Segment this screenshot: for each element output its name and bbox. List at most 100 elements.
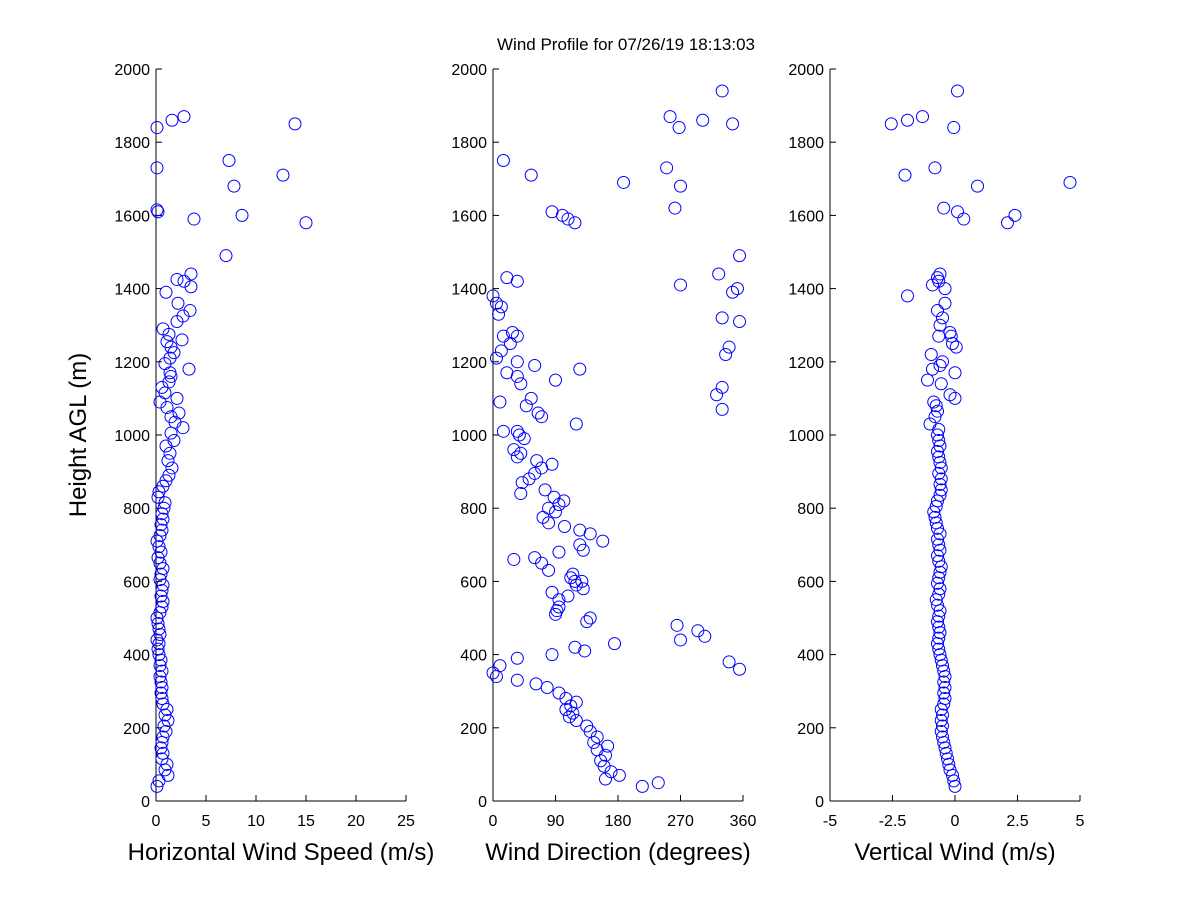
data-point: [938, 692, 952, 706]
data-point: [951, 84, 964, 98]
data-point: [932, 450, 946, 464]
data-point: [519, 399, 533, 413]
data-point: [510, 355, 524, 369]
data-point: [558, 520, 572, 533]
data-point: [486, 289, 500, 303]
data-point: [901, 113, 914, 127]
data-point: [510, 329, 524, 343]
data-point: [1063, 175, 1077, 189]
data-point: [183, 304, 197, 318]
data-point: [934, 724, 948, 738]
y-tick-label: 1000: [788, 428, 824, 445]
data-point: [936, 311, 949, 325]
data-point: [938, 296, 952, 310]
data-point: [933, 582, 947, 596]
data-point: [726, 117, 740, 131]
data-point: [926, 362, 939, 376]
data-point: [951, 205, 964, 219]
data-point: [601, 739, 615, 753]
data-point: [934, 713, 948, 727]
panel-vertical-wind: 0 200 400 600 800 1000 1200 1400 1600 1800 2000 -5 -…: [788, 62, 1084, 866]
y-tick-label: 1800: [451, 135, 487, 152]
data-point: [153, 659, 167, 673]
data-point: [182, 362, 196, 376]
data-point: [1001, 216, 1014, 230]
data-point: [573, 538, 587, 552]
x-tick-label: 0: [152, 813, 161, 830]
data-point: [937, 697, 951, 711]
data-point: [722, 340, 736, 354]
x-tick-label: 15: [297, 813, 315, 830]
data-point: [172, 406, 186, 420]
data-point: [545, 585, 559, 599]
data-point: [152, 622, 166, 636]
data-point: [971, 179, 984, 193]
data-point: [932, 631, 946, 645]
x-tick-label: 10: [247, 813, 265, 830]
data-point: [730, 282, 744, 296]
y-tick-label: 600: [123, 574, 150, 591]
data-point: [153, 529, 167, 543]
data-point: [535, 410, 549, 424]
data-point: [916, 110, 929, 124]
y-tick-label: 0: [815, 794, 824, 811]
data-point: [496, 329, 510, 343]
data-point: [552, 498, 566, 512]
data-point: [177, 274, 191, 288]
data-point: [715, 380, 729, 394]
data-point: [154, 567, 168, 581]
data-point: [549, 505, 562, 519]
data-point: [617, 175, 631, 189]
data-point: [155, 523, 169, 537]
data-point: [155, 752, 169, 766]
data-point: [150, 161, 164, 175]
data-point: [159, 439, 173, 453]
data-point: [175, 333, 189, 347]
y-tick-label: 1400: [114, 282, 150, 299]
data-point: [931, 404, 944, 418]
data-point: [155, 584, 169, 598]
data-point: [733, 315, 747, 329]
x-tick-label: 0: [951, 813, 960, 830]
data-point: [668, 201, 682, 215]
data-point: [150, 121, 164, 135]
data-point: [503, 337, 517, 350]
data-point: [932, 554, 946, 568]
data-point: [674, 633, 687, 647]
y-tick-label: 2000: [451, 62, 487, 79]
data-point: [150, 779, 164, 793]
data-point: [884, 117, 898, 131]
data-point: [672, 121, 686, 135]
data-point: [222, 154, 236, 167]
data-point: [494, 344, 508, 358]
data-point: [507, 443, 521, 457]
data-point: [164, 410, 178, 424]
data-point: [934, 472, 948, 486]
data-point: [514, 487, 528, 501]
data-point: [898, 168, 912, 182]
data-point: [299, 216, 313, 230]
y-tick-label: 800: [797, 501, 824, 518]
data-point: [733, 249, 747, 263]
x-tick-label: 2.5: [1006, 813, 1028, 830]
data-point: [155, 664, 169, 678]
y-tick-label: 1200: [451, 355, 487, 372]
y-tick-label: 1600: [451, 208, 487, 225]
data-point: [931, 271, 944, 285]
data-point: [933, 477, 947, 491]
data-point: [153, 670, 167, 684]
data-point: [165, 113, 179, 127]
data-point: [154, 741, 168, 755]
data-point: [932, 466, 946, 480]
data-point: [715, 311, 729, 325]
data-point: [550, 604, 564, 618]
x-tick-label: 20: [347, 813, 365, 830]
data-point: [524, 391, 538, 405]
data-point: [276, 168, 290, 182]
data-point: [929, 399, 943, 413]
data-point: [927, 395, 941, 409]
data-point: [715, 402, 729, 416]
data-point: [573, 523, 587, 537]
data-point: [545, 648, 559, 662]
data-point: [530, 454, 544, 468]
